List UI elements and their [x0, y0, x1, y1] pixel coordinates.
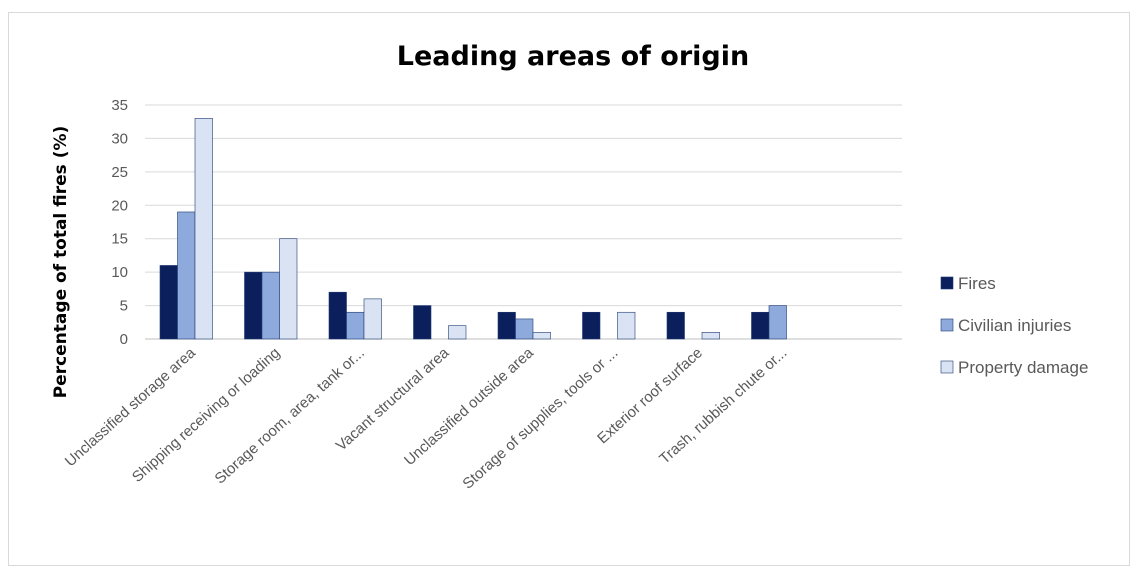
bar-fires: [244, 271, 263, 340]
bar-property-damage: [194, 118, 213, 340]
y-tick-label: 10: [111, 264, 128, 281]
category-label: Storage room, area, tank or...: [212, 344, 368, 487]
y-tick-label: 0: [120, 331, 128, 348]
bar-civilian-injuries: [515, 318, 534, 340]
y-tick-label: 35: [111, 97, 128, 114]
bar-fires: [751, 311, 770, 340]
bar-fires: [159, 265, 178, 340]
chart-title: Leading areas of origin: [397, 41, 749, 72]
bar-fires: [582, 311, 601, 340]
category-label: Shipping receiving or loading: [129, 344, 284, 486]
legend-label: Civilian injuries: [958, 316, 1071, 335]
y-tick-label: 5: [120, 298, 128, 315]
category-label: Unclassified storage area: [62, 344, 200, 470]
legend-swatch: [940, 360, 954, 374]
y-tick-label: 25: [111, 164, 128, 181]
y-axis-label: Percentage of total fires (%): [51, 126, 71, 399]
bar-fires: [413, 305, 432, 340]
bar-property-damage: [279, 238, 298, 340]
y-tick-label: 20: [111, 197, 128, 214]
category-label: Storage of supplies, tools or ...: [459, 344, 621, 492]
bar-civilian-injuries: [177, 211, 196, 340]
bar-fires: [328, 291, 347, 340]
legend-swatch: [940, 276, 954, 290]
legend-swatch: [940, 318, 954, 332]
bar-property-damage: [617, 311, 636, 340]
bar-fires: [666, 311, 685, 340]
bar-civilian-injuries: [261, 271, 280, 340]
bar-property-damage: [363, 298, 382, 340]
legend-label: Property damage: [958, 358, 1088, 377]
bar-property-damage: [448, 325, 467, 340]
bar-fires: [497, 311, 516, 340]
bar-property-damage: [701, 332, 720, 340]
bar-property-damage: [532, 332, 551, 340]
bar-civilian-injuries: [768, 305, 787, 340]
y-tick-label: 30: [111, 130, 128, 147]
legend-label: Fires: [958, 274, 996, 293]
y-tick-label: 15: [111, 231, 128, 248]
bar-civilian-injuries: [346, 311, 365, 340]
